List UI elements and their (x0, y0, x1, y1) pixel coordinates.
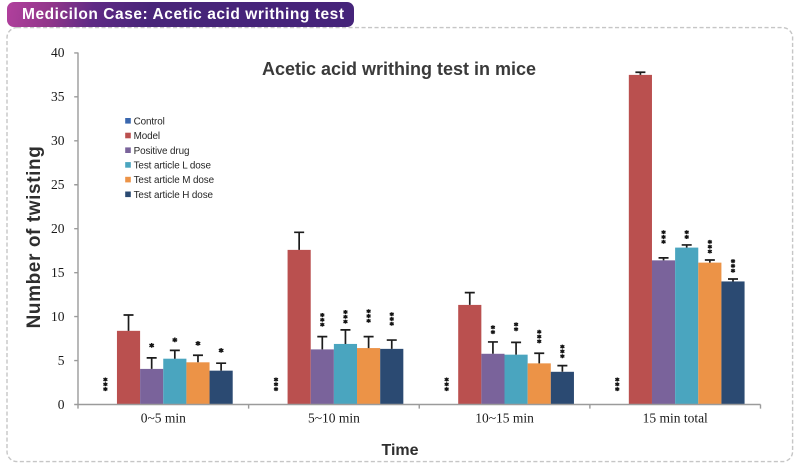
svg-text:35: 35 (51, 89, 65, 104)
svg-text:Control: Control (134, 116, 165, 127)
svg-text:Acetic acid writhing test in m: Acetic acid writhing test in mice (262, 59, 536, 79)
svg-text:0: 0 (58, 397, 65, 412)
svg-text:40: 40 (51, 45, 65, 60)
svg-text:Test article M dose: Test article M dose (134, 175, 215, 186)
svg-text:15 min total: 15 min total (643, 411, 708, 426)
svg-text:Test article L dose: Test article L dose (134, 161, 212, 172)
svg-text:Time: Time (381, 442, 418, 459)
svg-text:15: 15 (51, 265, 65, 280)
svg-text:25: 25 (51, 177, 65, 192)
svg-text:10: 10 (51, 309, 65, 324)
svg-text:5~10 min: 5~10 min (308, 411, 360, 426)
svg-text:Number of twisting: Number of twisting (24, 146, 45, 329)
svg-text:Test article H dose: Test article H dose (134, 190, 214, 201)
svg-text:20: 20 (51, 221, 65, 236)
svg-text:Model: Model (134, 131, 160, 142)
svg-text:Positive drug: Positive drug (134, 146, 190, 157)
svg-text:5: 5 (58, 353, 65, 368)
svg-text:0~5 min: 0~5 min (141, 411, 186, 426)
svg-text:30: 30 (51, 133, 65, 148)
svg-text:10~15 min: 10~15 min (475, 411, 534, 426)
